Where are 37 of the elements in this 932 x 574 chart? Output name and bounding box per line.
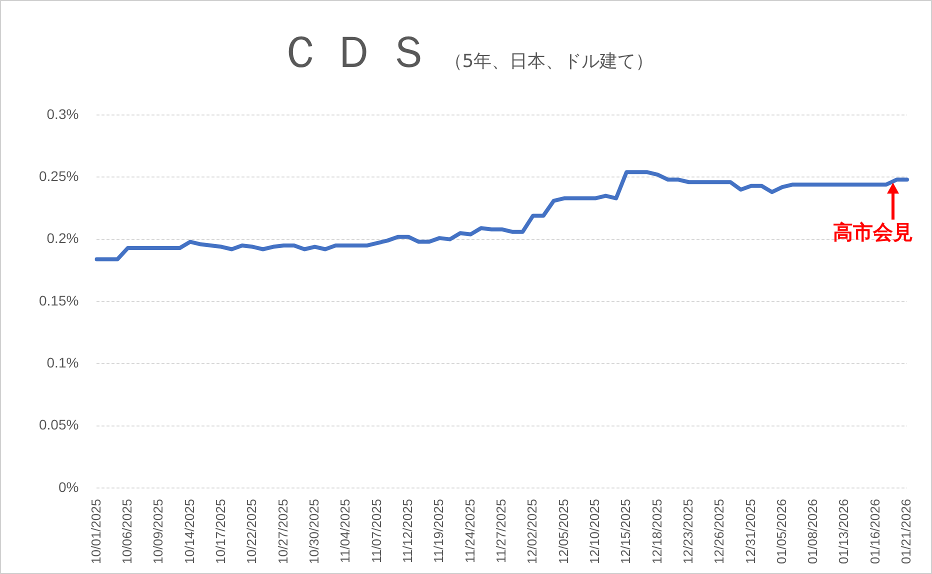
x-tick-label: 12/18/2025 bbox=[649, 498, 664, 564]
x-tick-label: 12/23/2025 bbox=[680, 498, 696, 564]
x-tick-label: 12/05/2025 bbox=[556, 498, 571, 564]
x-tick-label: 12/31/2025 bbox=[742, 498, 758, 564]
x-tick-label: 10/01/2025 bbox=[88, 498, 104, 564]
x-tick-label: 11/12/2025 bbox=[400, 498, 415, 564]
chart-title: ＣＤＳ bbox=[278, 28, 440, 77]
y-tick-label: 0.05% bbox=[38, 416, 79, 433]
x-tick-label: 12/10/2025 bbox=[586, 498, 602, 564]
x-tick-label: 10/17/2025 bbox=[212, 498, 228, 564]
x-tick-label: 01/21/2026 bbox=[898, 498, 914, 564]
x-tick-label: 01/05/2026 bbox=[774, 498, 789, 564]
chart-subtitle: （5年、日本、ドル建て） bbox=[444, 51, 654, 72]
x-tick-label: 01/08/2026 bbox=[805, 498, 820, 564]
x-tick-label: 01/13/2026 bbox=[836, 498, 852, 564]
y-tick-label: 0.1% bbox=[46, 354, 79, 370]
x-tick-label: 11/27/2025 bbox=[493, 498, 508, 564]
x-tick-label: 10/30/2025 bbox=[306, 498, 322, 564]
x-tick-label: 10/09/2025 bbox=[150, 498, 166, 564]
x-tick-label: 12/15/2025 bbox=[618, 498, 634, 564]
x-tick-label: 10/27/2025 bbox=[275, 498, 290, 564]
x-tick-label: 11/07/2025 bbox=[368, 498, 384, 564]
x-tick-label: 11/19/2025 bbox=[431, 498, 446, 564]
x-tick-label: 01/16/2026 bbox=[867, 498, 882, 564]
x-tick-label: 11/04/2025 bbox=[338, 498, 353, 564]
x-tick-label: 10/22/2025 bbox=[244, 498, 260, 564]
x-tick-label: 12/26/2025 bbox=[712, 498, 727, 564]
y-tick-label: 0.15% bbox=[38, 292, 79, 308]
y-tick-label: 0.25% bbox=[38, 168, 79, 184]
x-tick-label: 10/14/2025 bbox=[182, 498, 197, 564]
y-tick-label: 0.2% bbox=[46, 230, 79, 246]
y-tick-label: 0.3% bbox=[46, 106, 79, 122]
x-tick-label: 11/24/2025 bbox=[462, 498, 478, 564]
annotation: 高市会見 bbox=[833, 220, 913, 244]
y-tick-label: 0% bbox=[58, 478, 79, 495]
x-tick-label: 12/02/2025 bbox=[524, 498, 540, 564]
x-tick-label: 10/06/2025 bbox=[119, 498, 134, 564]
